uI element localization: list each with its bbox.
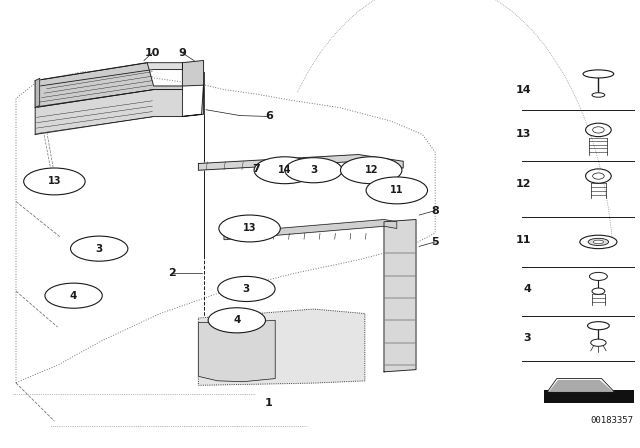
Ellipse shape	[588, 322, 609, 330]
Ellipse shape	[592, 288, 605, 294]
Ellipse shape	[586, 123, 611, 137]
Text: 4: 4	[70, 291, 77, 301]
Text: 2: 2	[168, 268, 175, 278]
Text: 13: 13	[516, 129, 531, 139]
Polygon shape	[198, 320, 275, 382]
Text: 3: 3	[310, 165, 317, 175]
Ellipse shape	[586, 169, 611, 183]
Polygon shape	[198, 309, 365, 385]
Text: 12: 12	[364, 165, 378, 175]
Polygon shape	[35, 78, 40, 108]
Text: 3: 3	[243, 284, 250, 294]
Ellipse shape	[583, 70, 614, 78]
Ellipse shape	[219, 215, 280, 242]
Ellipse shape	[592, 93, 605, 97]
Ellipse shape	[589, 272, 607, 280]
Ellipse shape	[24, 168, 85, 195]
Polygon shape	[182, 60, 204, 116]
Ellipse shape	[70, 236, 128, 261]
Polygon shape	[198, 155, 403, 170]
Ellipse shape	[45, 283, 102, 308]
Ellipse shape	[593, 240, 604, 244]
Ellipse shape	[591, 339, 606, 346]
Text: 8: 8	[431, 206, 439, 215]
Text: 3: 3	[95, 244, 103, 254]
Ellipse shape	[218, 276, 275, 302]
Ellipse shape	[580, 235, 617, 249]
Polygon shape	[549, 380, 612, 391]
Text: 3: 3	[524, 333, 531, 343]
Ellipse shape	[340, 157, 402, 184]
Text: 11: 11	[390, 185, 404, 195]
Text: 7: 7	[252, 164, 260, 174]
Text: 13: 13	[47, 177, 61, 186]
Text: 5: 5	[431, 237, 439, 247]
Text: 10: 10	[145, 48, 160, 58]
Ellipse shape	[254, 157, 316, 184]
Text: 4: 4	[233, 315, 241, 325]
Polygon shape	[35, 63, 182, 86]
Polygon shape	[35, 90, 182, 134]
Text: 1: 1	[265, 398, 273, 408]
Polygon shape	[384, 220, 416, 372]
Polygon shape	[544, 390, 634, 403]
Polygon shape	[547, 379, 614, 392]
Ellipse shape	[588, 238, 609, 246]
Polygon shape	[224, 220, 397, 240]
Ellipse shape	[208, 308, 266, 333]
Text: 00183357: 00183357	[591, 416, 634, 425]
Ellipse shape	[285, 158, 342, 183]
Text: 6: 6	[265, 112, 273, 121]
Text: 14: 14	[516, 85, 531, 95]
Ellipse shape	[366, 177, 428, 204]
Text: 12: 12	[516, 179, 531, 189]
Text: 9: 9	[179, 48, 186, 58]
Text: 13: 13	[243, 224, 257, 233]
Text: 4: 4	[524, 284, 531, 294]
Text: 14: 14	[278, 165, 292, 175]
Text: 11: 11	[516, 235, 531, 245]
Polygon shape	[35, 63, 182, 108]
